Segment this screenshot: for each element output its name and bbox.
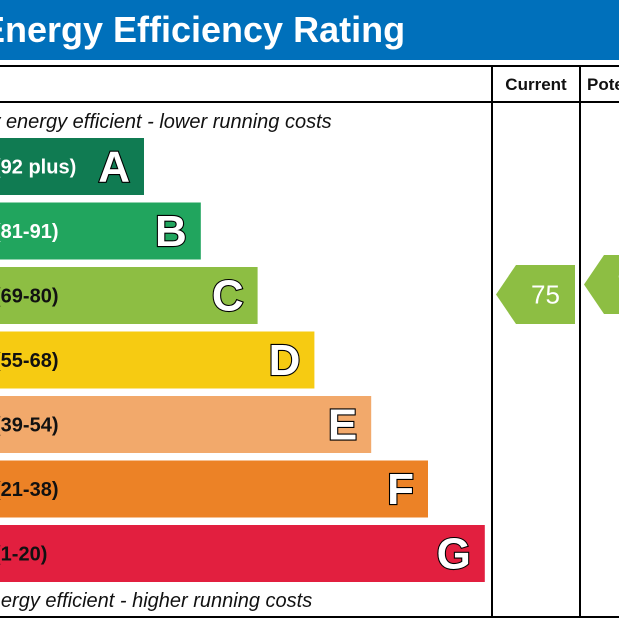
band-bar-e <box>0 396 372 453</box>
title-banner <box>0 0 619 60</box>
top-note: Very energy efficient - lower running co… <box>0 111 332 133</box>
band-letter-c: C <box>212 272 244 321</box>
current-column-header: Current <box>505 75 567 94</box>
band-range-b: (81-91) <box>0 221 58 243</box>
bottom-note: Not energy efficient - higher running co… <box>0 590 312 612</box>
band-letter-a: A <box>98 143 130 192</box>
band-letter-b: B <box>155 207 187 256</box>
scores-layer: 75 77 <box>496 255 619 324</box>
chart-title: Energy Efficiency Rating <box>0 9 405 50</box>
band-letter-g: G <box>437 530 471 579</box>
band-range-d: (55-68) <box>0 350 58 372</box>
band-letter-f: F <box>387 465 414 514</box>
potential-column-header: Potential <box>587 75 619 94</box>
band-bar-a <box>0 138 144 195</box>
table-frame <box>0 65 619 618</box>
band-range-f: (21-38) <box>0 479 58 501</box>
band-range-a: (92 plus) <box>0 157 76 179</box>
bands-layer: (92 plus) A (81-91) B (69-80) C (55-68) D (39-54… <box>0 138 485 582</box>
potential-rating-value: 77 <box>618 270 619 300</box>
band-bar-c <box>0 267 258 324</box>
band-range-c: (69-80) <box>0 286 58 308</box>
current-rating-arrow <box>496 265 575 324</box>
band-bar-g <box>0 525 485 582</box>
band-bar-f <box>0 460 428 518</box>
band-letter-d: D <box>269 336 301 385</box>
current-rating-value: 75 <box>531 280 560 310</box>
potential-rating-arrow <box>584 255 619 314</box>
band-bar-b <box>0 202 201 260</box>
band-bar-d <box>0 331 315 389</box>
band-letter-e: E <box>328 401 357 450</box>
band-range-g: (1-20) <box>0 544 47 566</box>
band-range-e: (39-54) <box>0 415 58 437</box>
